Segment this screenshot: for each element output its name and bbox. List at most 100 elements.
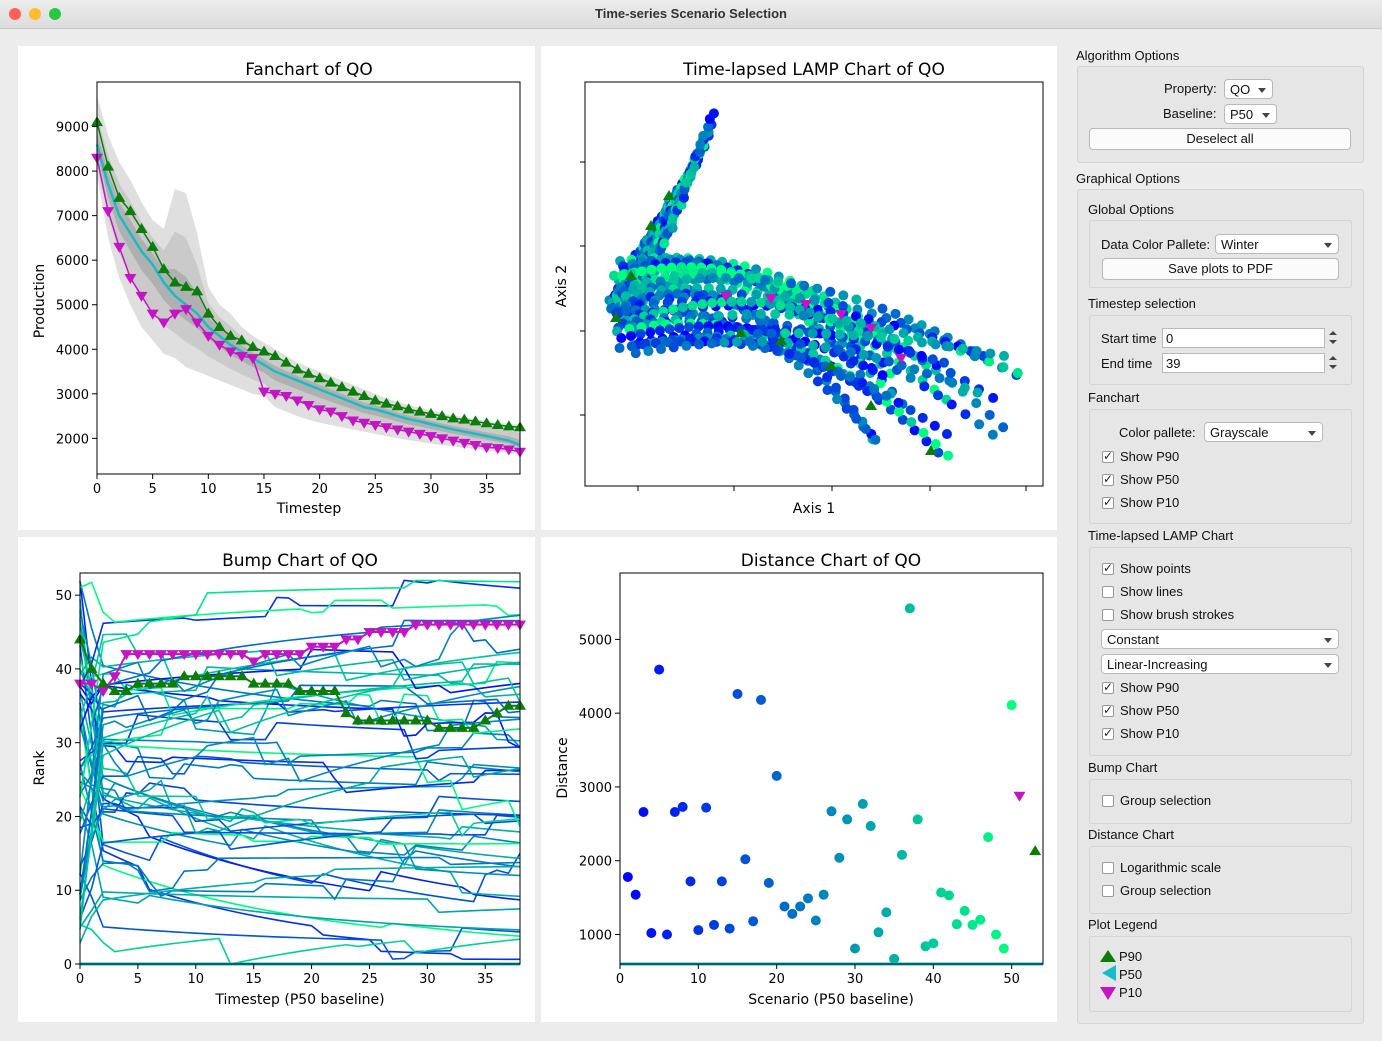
bump-line — [79, 661, 521, 918]
bump-plot: Bump Chart of QO Timestep (P50 baseline)… — [32, 551, 526, 1008]
lamp-point — [681, 274, 692, 285]
distance-point — [716, 876, 727, 887]
bump-p90-point — [444, 721, 457, 732]
lamp-point — [803, 368, 814, 379]
lamp-show-brush-checkbox[interactable] — [1102, 609, 1114, 621]
save-plots-button[interactable]: Save plots to PDF — [1102, 258, 1339, 280]
end-time-stepper[interactable] — [1327, 353, 1339, 373]
lamp-point — [784, 309, 795, 320]
lamp-point — [746, 297, 757, 308]
fan-p10-point — [113, 242, 126, 253]
window-titlebar: Time-series Scenario Selection — [0, 0, 1382, 29]
baseline-combo[interactable]: P50 — [1224, 104, 1277, 124]
lamp-point — [918, 427, 929, 438]
distance-group-selection-checkbox[interactable] — [1102, 885, 1114, 897]
lamp-point — [808, 356, 819, 367]
lamp-p10-point — [720, 292, 732, 302]
lamp-options-group: Show points Show lines Show brush stroke… — [1089, 547, 1352, 756]
bump-p10-point — [490, 620, 503, 631]
fanchart-show-p10-checkbox[interactable] — [1102, 495, 1114, 509]
fan-p10-point — [469, 441, 482, 452]
bump-p90-point — [236, 670, 249, 681]
distance-point — [630, 889, 641, 900]
lamp-point — [857, 377, 868, 388]
bump-line — [79, 579, 521, 798]
bump-p10-point — [201, 650, 214, 661]
distance-xtick-label: 40 — [925, 972, 942, 987]
fan-p10-point — [202, 331, 215, 342]
fan-p90-point — [313, 372, 326, 383]
algorithm-options-title: Algorithm Options — [1076, 48, 1180, 63]
fan-ytick-label: 6000 — [56, 254, 89, 269]
bump-ytick-label: 40 — [55, 663, 72, 678]
lamp-point — [834, 329, 845, 340]
lamp-point — [999, 350, 1010, 361]
distance-point — [967, 919, 978, 930]
lamp-point — [664, 324, 675, 335]
lamp-point — [987, 429, 998, 440]
lamp-show-lines-checkbox[interactable] — [1102, 586, 1114, 598]
bump-line — [79, 663, 521, 930]
fan-ytick-label: 5000 — [56, 299, 89, 314]
lamp-point — [894, 406, 905, 417]
deselect-all-button[interactable]: Deselect all — [1089, 128, 1351, 150]
lamp-point — [676, 262, 687, 273]
fan-xtick-label: 15 — [256, 482, 273, 497]
bump-p10-point — [294, 650, 306, 661]
fan-p10-point — [102, 207, 115, 218]
lamp-point — [851, 413, 862, 424]
start-time-stepper[interactable] — [1327, 328, 1339, 348]
lamp-point — [793, 328, 804, 339]
fanchart-options-group: Color pallete: Grayscale Show P90 Show P… — [1089, 409, 1352, 524]
fan-p90-point — [502, 420, 515, 431]
lamp-point — [697, 299, 708, 310]
lamp-point — [694, 273, 705, 284]
log-scale-checkbox[interactable] — [1102, 862, 1114, 874]
fan-p10-point — [157, 318, 170, 329]
bump-p10-point — [398, 628, 411, 639]
data-color-palette-combo[interactable]: Winter — [1215, 234, 1339, 254]
bump-p10-point — [467, 620, 480, 631]
property-combo[interactable]: QO — [1224, 79, 1273, 99]
lamp-show-p50-checkbox[interactable] — [1102, 703, 1114, 717]
fanchart-show-p90-checkbox[interactable] — [1102, 449, 1114, 463]
bump-group-selection-checkbox[interactable] — [1102, 795, 1114, 807]
lamp-point — [870, 434, 881, 445]
lamp-show-p90-checkbox[interactable] — [1102, 680, 1114, 694]
baseline-combo-value: P50 — [1230, 107, 1254, 122]
lamp-point — [736, 296, 747, 307]
lamp-point — [851, 294, 862, 305]
fan-p90-point — [458, 413, 471, 424]
minimize-window-button[interactable] — [29, 8, 41, 20]
fanchart-show-p50-checkbox[interactable] — [1102, 472, 1114, 486]
start-time-input[interactable]: 0 — [1162, 328, 1325, 348]
lamp-show-p10-checkbox[interactable] — [1102, 726, 1114, 740]
end-time-input[interactable]: 39 — [1162, 353, 1325, 373]
lamp-point — [744, 336, 755, 347]
lamp-show-points-checkbox[interactable] — [1102, 561, 1114, 575]
close-window-button[interactable] — [9, 8, 21, 20]
distance-ytick-label: 2000 — [579, 855, 612, 870]
lamp-point — [827, 313, 838, 324]
lamp-alpha-mode-combo[interactable]: Linear-Increasing — [1101, 654, 1339, 674]
chevron-down-icon — [1324, 638, 1332, 643]
bump-line — [79, 713, 521, 762]
fan-p90-point — [380, 397, 393, 408]
bump-xtick-label: 35 — [477, 972, 494, 987]
graphical-options-title: Graphical Options — [1076, 171, 1181, 186]
zoom-window-button[interactable] — [49, 8, 61, 20]
lamp-point — [858, 349, 869, 360]
fan-p90-point — [124, 205, 137, 216]
chevron-down-icon — [1324, 243, 1332, 248]
lamp-point — [957, 343, 968, 354]
fanchart-palette-combo[interactable]: Grayscale — [1204, 422, 1323, 442]
lamp-point — [919, 381, 930, 392]
bump-line — [79, 725, 521, 856]
lamp-point — [867, 365, 878, 376]
fan-p90-point — [402, 403, 415, 414]
bump-line — [79, 856, 521, 901]
fan-p10-point — [235, 351, 248, 362]
lamp-size-mode-combo[interactable]: Constant — [1101, 629, 1339, 649]
lamp-point — [883, 356, 894, 367]
graphical-options-group: Global Options Data Color Pallete: Winte… — [1077, 189, 1364, 1024]
